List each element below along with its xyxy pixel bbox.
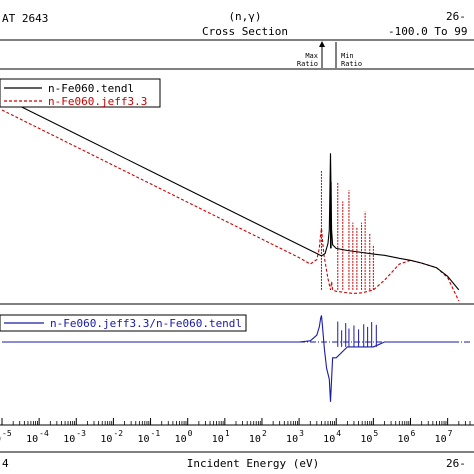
x-tick-label-base: 10 [26, 434, 38, 445]
x-tick-label-base: 10 [212, 434, 224, 445]
header: AT 2643 (n,γ) Cross Section 26- -100.0 T… [0, 10, 474, 41]
x-tick-label-exponent: 5 [373, 429, 378, 438]
header-center-top: (n,γ) [228, 10, 261, 23]
lower-legend-box [0, 314, 247, 332]
legend-label-jeff: n-Fe060.jeff3.3 [48, 95, 147, 108]
x-axis-label: Incident Energy (eV) [187, 457, 319, 470]
x-tick-label-exponent: 6 [411, 429, 416, 438]
legend-label-tendl: n-Fe060.tendl [48, 82, 134, 95]
ratio-markers: Max Ratio Min Ratio [297, 41, 362, 68]
x-tick-label-base: 10 [323, 434, 335, 445]
min-ratio-label-2: Ratio [341, 60, 362, 68]
x-tick-label-exponent: 0 [188, 429, 193, 438]
x-tick-label-base: 10 [397, 434, 409, 445]
footer-left: 4 [2, 457, 9, 470]
x-tick-label-base: 10 [249, 434, 261, 445]
header-center-bottom: Cross Section [202, 25, 288, 38]
x-tick-label-exponent: -3 [76, 429, 86, 438]
x-tick-label-base: 10 [100, 434, 112, 445]
series-line-tendl [1, 96, 460, 291]
x-tick-label-base: 10 [63, 434, 75, 445]
x-axis: 10-510-410-310-210-110010110210310410510… [0, 418, 474, 470]
footer-right: 26- [446, 457, 466, 470]
x-tick-label-exponent: 2 [262, 429, 267, 438]
lower-panel: n-Fe060.jeff3.3/n-Fe060.tendl [0, 314, 470, 402]
header-right-top: 26- [446, 10, 466, 23]
legend-label-ratio: n-Fe060.jeff3.3/n-Fe060.tendl [50, 317, 242, 330]
upper-legend-box [0, 78, 161, 108]
x-tick-label-exponent: -2 [113, 429, 123, 438]
max-ratio-label-1: Max [305, 52, 318, 60]
min-ratio-label-1: Min [341, 52, 354, 60]
x-tick-label-exponent: -1 [151, 429, 161, 438]
x-tick-label-base: 10 [0, 434, 1, 445]
x-tick-label-base: 10 [360, 434, 372, 445]
x-tick-label-exponent: -4 [39, 429, 49, 438]
x-tick-label-base: 10 [175, 434, 187, 445]
header-right-bottom: -100.0 To 99 [388, 25, 467, 38]
lower-legend: n-Fe060.jeff3.3/n-Fe060.tendl [0, 314, 247, 332]
max-ratio-label-2: Ratio [297, 60, 318, 68]
upper-panel: n-Fe060.tendl n-Fe060.jeff3.3 [0, 78, 474, 305]
series-line-jeff [1, 109, 460, 302]
x-tick-label-exponent: 7 [448, 429, 453, 438]
max-ratio-arrowhead [319, 41, 325, 47]
x-tick-label-exponent: 4 [336, 429, 341, 438]
x-tick-label-exponent: 3 [299, 429, 304, 438]
x-tick-label-exponent: -5 [2, 429, 12, 438]
x-tick-label-base: 10 [286, 434, 298, 445]
upper-legend: n-Fe060.tendl n-Fe060.jeff3.3 [0, 78, 161, 108]
x-tick-label-base: 10 [138, 434, 150, 445]
x-tick-label-exponent: 1 [225, 429, 230, 438]
x-tick-label-base: 10 [435, 434, 447, 445]
series-line-ratio [2, 315, 459, 402]
header-left: AT 2643 [2, 12, 48, 25]
